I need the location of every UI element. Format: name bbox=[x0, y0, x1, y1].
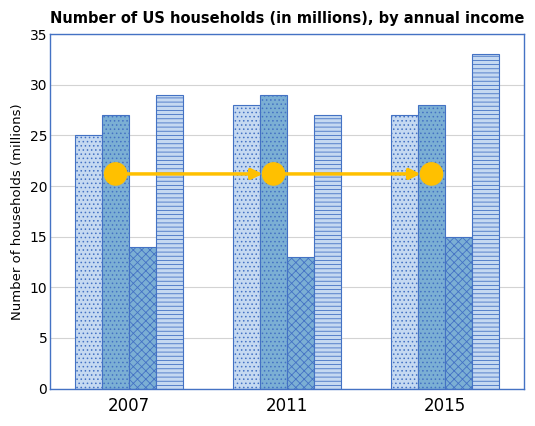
Bar bbox=[75, 135, 102, 389]
Title: Number of US households (in millions), by annual income: Number of US households (in millions), b… bbox=[50, 11, 524, 26]
Ellipse shape bbox=[104, 163, 127, 185]
Bar bbox=[472, 55, 499, 389]
Ellipse shape bbox=[263, 163, 285, 185]
Bar bbox=[102, 115, 129, 389]
Bar bbox=[260, 95, 287, 389]
Bar bbox=[129, 247, 156, 389]
Bar bbox=[418, 105, 445, 389]
Bar bbox=[445, 237, 472, 389]
Bar bbox=[314, 115, 341, 389]
Bar bbox=[391, 115, 418, 389]
Bar bbox=[156, 95, 183, 389]
Bar bbox=[233, 105, 260, 389]
Bar bbox=[287, 257, 314, 389]
Ellipse shape bbox=[421, 163, 442, 185]
Y-axis label: Number of households (millions): Number of households (millions) bbox=[11, 103, 24, 320]
